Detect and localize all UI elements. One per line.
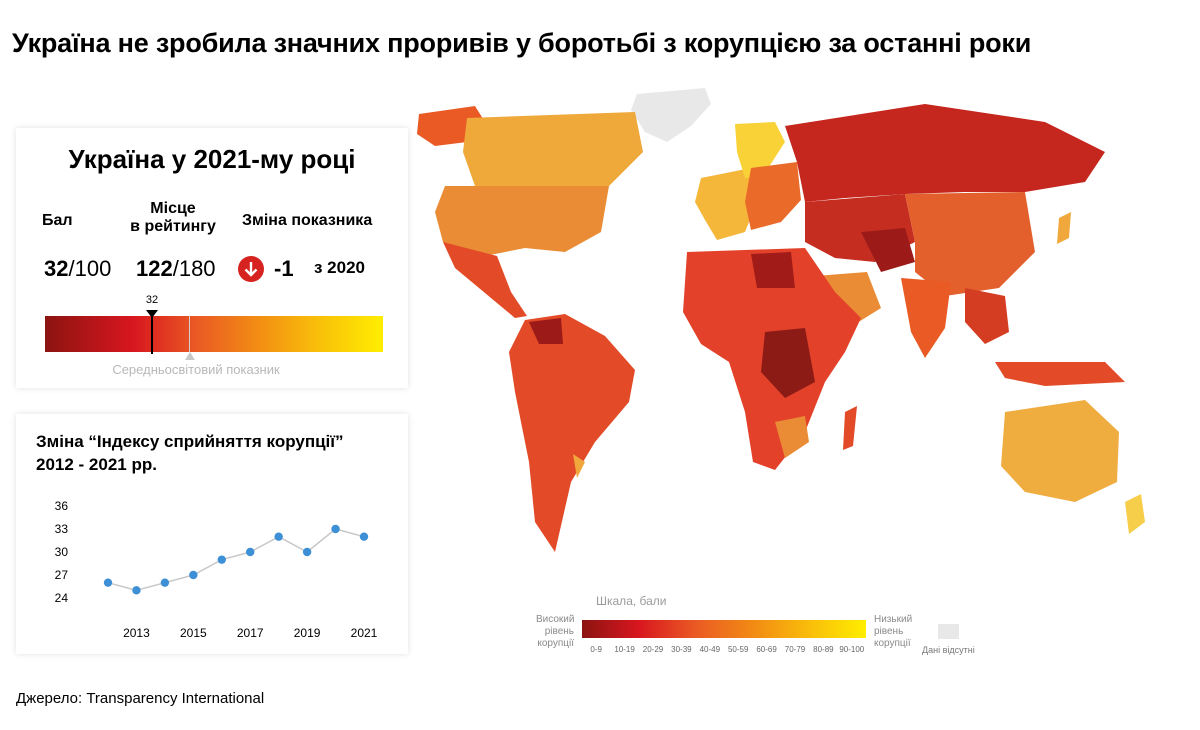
- data-point: [132, 586, 141, 595]
- legend-no-data-swatch: [938, 624, 959, 639]
- data-point: [246, 547, 255, 557]
- change-label: Зміна показника: [242, 212, 373, 229]
- arrow-down-icon: [238, 256, 264, 282]
- legend-tick-label: 40-49: [699, 645, 721, 654]
- legend-tick-label: 60-69: [756, 645, 777, 654]
- map-scandinavia: [735, 122, 785, 178]
- rank-value: 122/180: [136, 256, 216, 281]
- data-point: [189, 570, 198, 580]
- map-india: [901, 278, 951, 358]
- map-madagascar: [843, 406, 857, 450]
- map-eastern-europe: [745, 162, 801, 230]
- legend-tick-label: 50-59: [727, 645, 749, 654]
- legend-tick-label: 30-39: [671, 645, 692, 654]
- source-note: Джерело: Transparency International: [16, 690, 265, 707]
- legend-color-scale: [582, 620, 866, 638]
- data-point: [359, 532, 369, 541]
- y-tick-label: 27: [55, 568, 69, 582]
- ukraine-marker-line: [151, 310, 153, 354]
- world-average-marker-triangle: [185, 352, 195, 360]
- x-tick-label: 2021: [351, 626, 378, 640]
- y-tick-label: 36: [55, 499, 69, 513]
- map-china: [905, 192, 1035, 296]
- map-japan: [1057, 212, 1071, 244]
- y-tick-label: 30: [55, 545, 69, 559]
- legend-low-label: Низький рівень корупції: [874, 614, 913, 649]
- series-line: [107, 528, 365, 592]
- rank-label: Місце в рейтингу: [130, 200, 216, 235]
- data-point: [331, 524, 340, 534]
- legend-tick-label: 90-100: [839, 645, 865, 654]
- map-russia: [785, 104, 1105, 202]
- x-tick-label: 2015: [180, 626, 207, 640]
- map-se-asia: [965, 288, 1009, 344]
- data-point: [302, 547, 312, 557]
- score-value: 32/100: [44, 256, 112, 281]
- x-tick-label: 2013: [123, 626, 150, 640]
- map-greenland: [631, 88, 711, 142]
- score-label: Бал: [42, 212, 73, 229]
- data-point: [103, 578, 113, 587]
- ukraine-card-title: Україна у 2021-му році: [68, 144, 356, 174]
- map-uruguay-chile: [573, 454, 585, 478]
- score-scale-bar: [45, 316, 383, 352]
- legend-tick-label: 0-9: [590, 645, 602, 654]
- legend-tick-label: 70-79: [784, 645, 806, 654]
- data-point: [274, 532, 283, 541]
- data-point: [160, 578, 170, 587]
- map-australia: [1001, 400, 1119, 502]
- world-average-label: Середньосвітовий показник: [112, 362, 280, 377]
- x-tick-label: 2017: [237, 626, 264, 640]
- ukraine-2021-card: Україна у 2021-му році Бал Місце в рейти…: [16, 128, 408, 388]
- map-usa: [435, 186, 609, 258]
- legend-tick-label: 20-29: [642, 645, 664, 654]
- map-iran-afg: [861, 228, 915, 272]
- map-canada: [463, 112, 643, 192]
- change-value: -1: [274, 256, 294, 281]
- y-tick-label: 24: [55, 591, 69, 605]
- map-indonesia: [995, 362, 1125, 386]
- page-title: Україна не зробила значних проривів у бо…: [12, 28, 1032, 58]
- legend-tick-label: 80-89: [813, 645, 834, 654]
- world-average-marker-line: [189, 316, 190, 352]
- legend-no-data-label: Дані відсутні: [922, 645, 975, 655]
- map-south-america: [509, 314, 635, 552]
- cpi-line-chart: 36 33 30 27 24 2013 2015 2017 2019 2021: [55, 499, 378, 640]
- legend-title: Шкала, бали: [596, 594, 667, 608]
- map-mexico: [443, 242, 527, 318]
- map-venezuela: [529, 318, 563, 344]
- change-period: з 2020: [314, 258, 365, 277]
- map-western-europe: [695, 168, 757, 240]
- ukraine-marker-triangle: [146, 310, 158, 318]
- legend-tick-label: 10-19: [614, 645, 635, 654]
- legend-high-label: Високий рівень корупції: [536, 614, 575, 649]
- map-new-zealand: [1125, 494, 1145, 534]
- x-tick-label: 2019: [294, 626, 321, 640]
- cpi-chart-card: Зміна “Індексу сприйняття корупції” 2012…: [16, 414, 408, 654]
- world-map: [417, 88, 1145, 552]
- map-north-africa: [751, 252, 795, 288]
- data-point: [217, 555, 226, 564]
- y-tick-label: 33: [55, 522, 69, 536]
- ukraine-marker-label: 32: [145, 294, 159, 306]
- map-southern-africa: [775, 416, 809, 458]
- map-central-africa: [761, 328, 815, 398]
- cpi-chart-title: Зміна “Індексу сприйняття корупції” 2012…: [36, 432, 344, 474]
